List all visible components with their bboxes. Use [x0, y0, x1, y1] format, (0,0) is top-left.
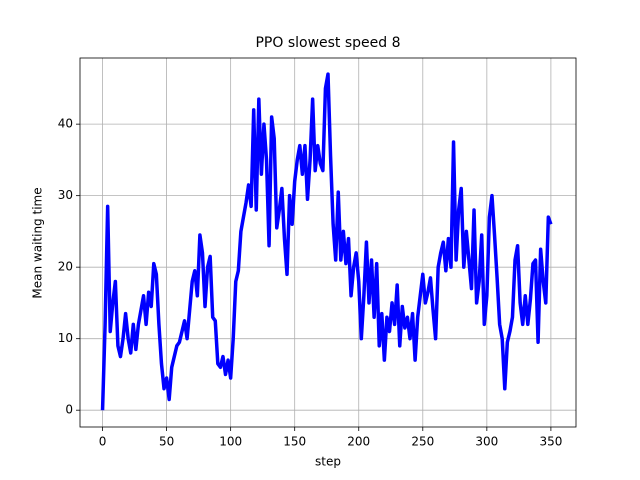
x-tick-label: 200: [347, 435, 370, 449]
x-tick-label: 300: [475, 435, 498, 449]
y-tick-label: 40: [58, 117, 73, 131]
x-tick-label: 150: [283, 435, 306, 449]
x-tick-label: 50: [159, 435, 174, 449]
y-tick-label: 0: [65, 403, 73, 417]
chart-title: PPO slowest speed 8: [255, 35, 400, 51]
y-axis-label: Mean waiting time: [31, 187, 45, 298]
x-tick-label: 350: [539, 435, 562, 449]
y-tick-label: 10: [58, 331, 73, 345]
x-tick-label: 250: [411, 435, 434, 449]
y-tick-label: 30: [58, 188, 73, 202]
data-line: [100, 72, 553, 411]
plot-frame: [79, 57, 577, 428]
x-tick-label: 0: [99, 435, 107, 449]
y-tick-label: 20: [58, 260, 73, 274]
x-axis-label: step: [315, 455, 341, 469]
x-tick-label: 100: [219, 435, 242, 449]
